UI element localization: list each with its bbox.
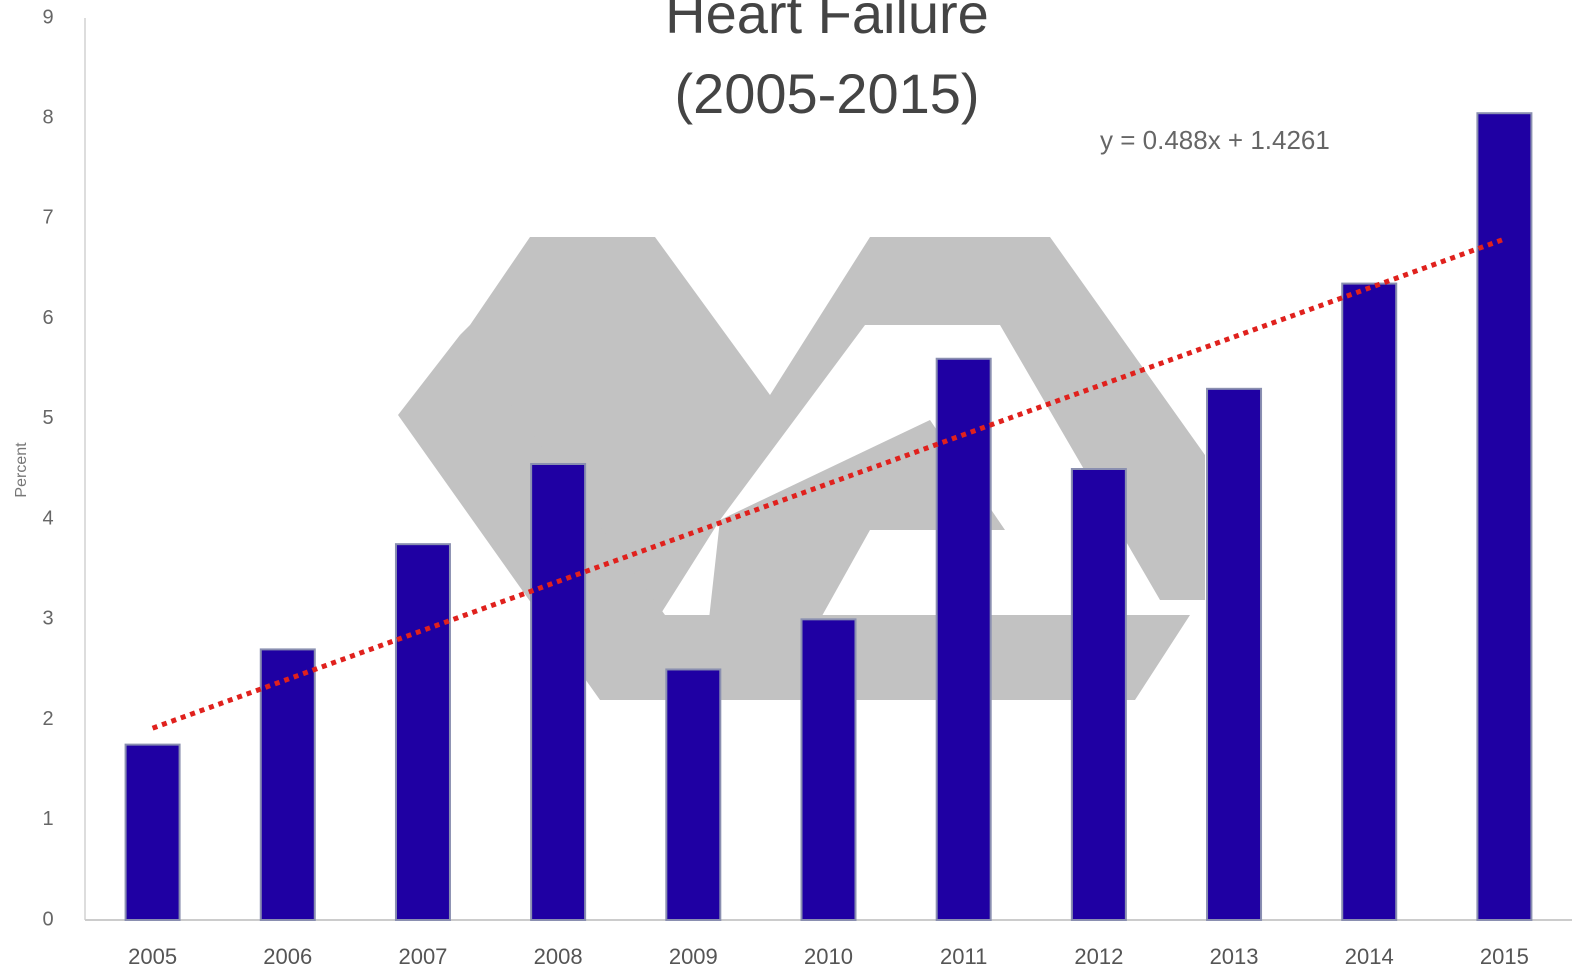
y-tick-label: 3 [42, 608, 53, 630]
y-tick-label: 9 [42, 6, 53, 28]
bar [800, 618, 857, 921]
chart-title: (2005-2015) [674, 62, 979, 125]
bar [1070, 468, 1127, 921]
y-tick-label: 5 [42, 407, 53, 429]
x-tick-label: 2005 [128, 944, 177, 969]
trendline-equation: y = 0.488x + 1.4261 [1100, 125, 1330, 155]
x-tick-label: 2008 [534, 944, 583, 969]
y-tick-label: 1 [42, 808, 53, 830]
y-tick-label: 4 [42, 507, 53, 529]
x-tick-label: 2013 [1210, 944, 1259, 969]
x-tick-label: 2014 [1345, 944, 1394, 969]
y-tick-label: 6 [42, 307, 53, 329]
y-axis-label: Percent [13, 442, 30, 498]
x-tick-label: 2012 [1074, 944, 1123, 969]
bar [259, 648, 316, 922]
bar [935, 357, 992, 921]
chart-title: Heart Failure [665, 0, 989, 45]
x-tick-label: 2009 [669, 944, 718, 969]
x-tick-label: 2010 [804, 944, 853, 969]
bar [1476, 112, 1533, 921]
y-tick-label: 7 [42, 207, 53, 229]
y-tick-label: 2 [42, 708, 53, 730]
bar [394, 543, 451, 922]
bar [124, 743, 181, 921]
bar [1341, 282, 1398, 922]
x-tick-label: 2006 [263, 944, 312, 969]
x-tick-label: 2011 [940, 944, 987, 969]
watermark-logo [398, 237, 1205, 700]
bar [1206, 387, 1263, 922]
y-tick-label: 8 [42, 107, 53, 129]
x-tick-label: 2015 [1480, 944, 1529, 969]
bar [665, 668, 722, 922]
x-tick-label: 2007 [398, 944, 447, 969]
y-tick-label: 0 [42, 908, 53, 930]
bar [530, 462, 587, 921]
